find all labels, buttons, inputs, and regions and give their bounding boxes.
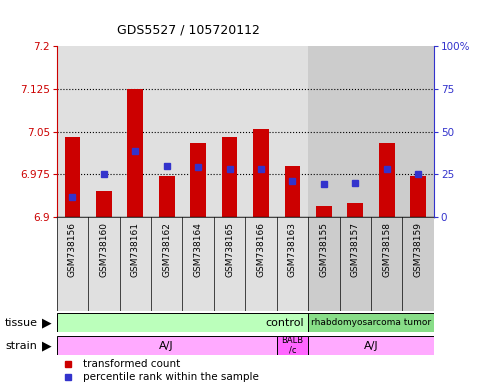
Bar — [308, 313, 434, 332]
Text: ▶: ▶ — [42, 316, 52, 329]
Bar — [57, 217, 88, 311]
Bar — [65, 137, 80, 217]
Text: strain: strain — [5, 341, 37, 351]
Text: GSM738165: GSM738165 — [225, 222, 234, 276]
Bar — [340, 217, 371, 311]
Bar — [88, 217, 119, 311]
Bar — [402, 46, 434, 217]
Bar — [284, 166, 300, 217]
Bar — [245, 46, 277, 217]
Text: GDS5527 / 105720112: GDS5527 / 105720112 — [117, 23, 260, 36]
Bar — [277, 46, 308, 217]
Text: GSM738158: GSM738158 — [382, 222, 391, 276]
Text: transformed count: transformed count — [83, 359, 180, 369]
Bar — [402, 217, 434, 311]
Text: GSM738166: GSM738166 — [256, 222, 266, 276]
Bar — [277, 336, 308, 355]
Bar — [88, 46, 119, 217]
Text: GSM738157: GSM738157 — [351, 222, 360, 276]
Bar — [127, 89, 143, 217]
Bar — [308, 336, 434, 355]
Text: BALB
/c: BALB /c — [282, 336, 304, 355]
Bar — [277, 217, 308, 311]
Text: A/J: A/J — [159, 341, 174, 351]
Text: percentile rank within the sample: percentile rank within the sample — [83, 372, 259, 382]
Text: GSM738160: GSM738160 — [99, 222, 108, 276]
Bar — [410, 176, 426, 217]
Bar — [57, 313, 308, 332]
Bar — [371, 217, 402, 311]
Text: tissue: tissue — [5, 318, 38, 328]
Bar — [214, 217, 246, 311]
Text: GSM738156: GSM738156 — [68, 222, 77, 276]
Text: ▶: ▶ — [42, 339, 52, 352]
Bar — [222, 137, 238, 217]
Text: GSM738164: GSM738164 — [194, 222, 203, 276]
Text: GSM738163: GSM738163 — [288, 222, 297, 276]
Bar — [119, 46, 151, 217]
Bar — [253, 129, 269, 217]
Bar — [182, 217, 214, 311]
Bar — [119, 217, 151, 311]
Bar — [340, 46, 371, 217]
Bar — [308, 217, 340, 311]
Bar — [159, 176, 175, 217]
Text: control: control — [265, 318, 304, 328]
Bar — [379, 143, 394, 217]
Bar — [57, 46, 88, 217]
Text: A/J: A/J — [364, 341, 378, 351]
Bar — [348, 203, 363, 217]
Bar — [371, 46, 402, 217]
Text: GSM738159: GSM738159 — [414, 222, 423, 276]
Bar — [190, 143, 206, 217]
Text: rhabdomyosarcoma tumor: rhabdomyosarcoma tumor — [311, 318, 431, 327]
Text: GSM738161: GSM738161 — [131, 222, 140, 276]
Bar — [245, 217, 277, 311]
Bar — [57, 336, 277, 355]
Bar — [308, 46, 340, 217]
Bar — [151, 217, 182, 311]
Bar — [182, 46, 214, 217]
Bar — [96, 191, 112, 217]
Text: GSM738155: GSM738155 — [319, 222, 328, 276]
Bar — [214, 46, 246, 217]
Bar — [316, 205, 332, 217]
Text: GSM738162: GSM738162 — [162, 222, 171, 276]
Bar — [151, 46, 182, 217]
